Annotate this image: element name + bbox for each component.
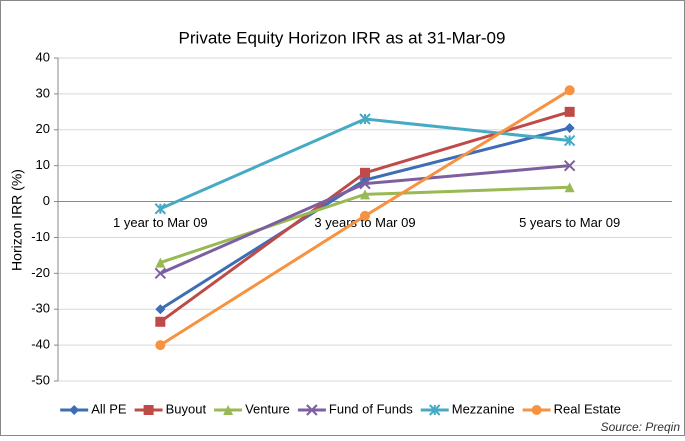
- marker: [143, 405, 154, 415]
- marker: [564, 85, 575, 96]
- y-tick-label: 30: [36, 85, 50, 100]
- legend-label: Fund of Funds: [329, 401, 413, 416]
- marker: [223, 405, 234, 415]
- marker: [531, 405, 542, 415]
- y-tick-label: -10: [31, 229, 50, 244]
- x-tick-label: 3 years to Mar 09: [314, 215, 415, 230]
- y-tick-label: -40: [31, 337, 50, 352]
- y-tick-label: 10: [36, 157, 50, 172]
- y-tick-label: 20: [36, 121, 50, 136]
- x-tick-label: 1 year to Mar 09: [113, 215, 208, 230]
- marker: [360, 167, 370, 178]
- source: Source: Preqin: [601, 420, 681, 434]
- y-tick-label: -30: [31, 301, 50, 316]
- marker: [564, 182, 575, 193]
- marker: [69, 405, 80, 415]
- marker: [155, 304, 166, 315]
- legend-label: All PE: [91, 401, 127, 416]
- chart-title: Private Equity Horizon IRR as at 31-Mar-…: [179, 28, 506, 47]
- marker: [155, 316, 166, 327]
- y-tick-label: -50: [31, 372, 50, 387]
- marker: [429, 404, 441, 416]
- legend-label: Buyout: [166, 401, 207, 416]
- marker: [564, 122, 575, 133]
- marker: [359, 113, 371, 125]
- marker: [154, 203, 167, 215]
- legend-label: Venture: [245, 401, 290, 416]
- legend-label: Mezzanine: [452, 401, 515, 416]
- x-tick-label: 5 years to Mar 09: [519, 215, 620, 230]
- marker: [155, 340, 166, 351]
- y-axis-label: Horizon IRR (%): [9, 169, 25, 271]
- y-tick-label: 0: [43, 193, 50, 208]
- marker: [154, 267, 167, 280]
- marker: [563, 134, 576, 147]
- legend: All PE Buyout Venture Fund of Funds Mezzanin…: [60, 401, 621, 416]
- marker: [360, 210, 370, 221]
- y-tick-label: -20: [31, 265, 50, 280]
- marker: [564, 106, 575, 117]
- marker: [155, 257, 166, 268]
- y-tick-label: 40: [36, 49, 50, 64]
- marker: [306, 404, 318, 416]
- marker: [563, 159, 576, 172]
- marker: [360, 189, 370, 200]
- marker: [359, 177, 371, 190]
- legend-label: Real Estate: [554, 401, 621, 416]
